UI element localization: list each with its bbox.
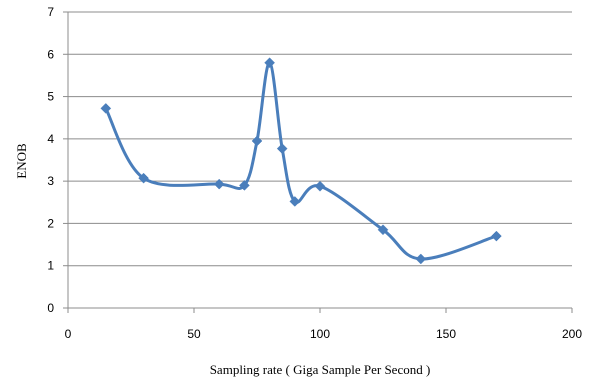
data-point-marker-11 [491, 230, 502, 242]
data-point-marker-9 [377, 224, 389, 236]
gridlines [68, 11, 572, 267]
data-point-marker-6 [276, 143, 288, 154]
y-tick-label-7: 7 [47, 5, 54, 19]
y-tick-label-5: 5 [47, 90, 54, 104]
data-point-marker-2 [213, 178, 225, 190]
x-tick-label-150: 150 [436, 327, 456, 341]
x-tick-label-50: 50 [187, 327, 201, 341]
y-tick-label-2: 2 [47, 216, 54, 230]
y-tick-label-0: 0 [47, 301, 54, 315]
x-axis-title: Sampling rate ( Giga Sample Per Second ) [210, 362, 431, 377]
tick-labels: 0 1 2 3 4 5 6 7 0 50 100 150 200 [47, 5, 582, 341]
data-point-marker-0 [100, 103, 112, 114]
y-tick-label-1: 1 [47, 259, 54, 273]
markers [100, 57, 502, 265]
x-tick-label-100: 100 [310, 327, 330, 341]
data-point-marker-5 [264, 57, 275, 69]
x-tick-label-0: 0 [65, 327, 72, 341]
data-point-marker-1 [138, 172, 149, 184]
y-tick-label-3: 3 [47, 174, 54, 188]
axes [63, 11, 573, 313]
y-tick-label-6: 6 [47, 47, 54, 61]
y-axis-title: ENOB [14, 143, 29, 179]
series-line-0 [104, 61, 498, 261]
data-point-marker-7 [289, 196, 301, 207]
data-point-marker-4 [251, 135, 263, 147]
data-point-marker-10 [415, 253, 427, 265]
series [104, 61, 498, 261]
data-point-marker-8 [314, 180, 326, 192]
data-point-marker-3 [239, 180, 250, 191]
y-tick-label-4: 4 [47, 132, 54, 146]
x-tick-label-200: 200 [562, 327, 582, 341]
